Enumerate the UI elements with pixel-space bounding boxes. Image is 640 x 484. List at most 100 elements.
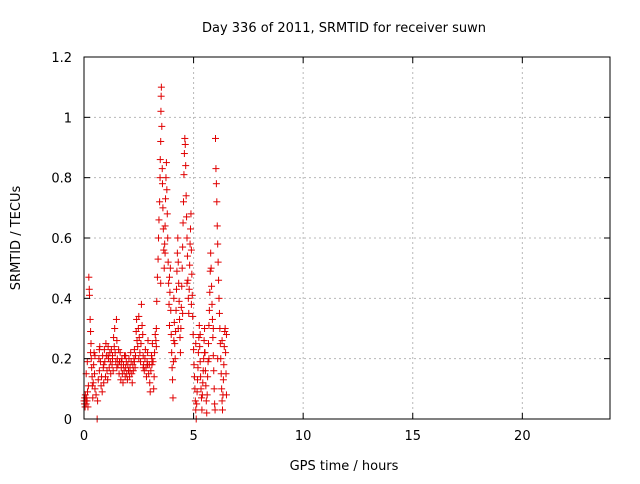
data-point bbox=[156, 156, 164, 164]
data-point bbox=[89, 394, 97, 402]
data-point bbox=[176, 315, 184, 323]
data-point bbox=[85, 273, 93, 281]
x-axis-label: GPS time / hours bbox=[290, 459, 399, 474]
data-point bbox=[161, 249, 169, 257]
data-point bbox=[176, 334, 184, 342]
data-point bbox=[166, 264, 174, 272]
data-point bbox=[169, 394, 177, 402]
y-axis-label: SRMTID / TECUs bbox=[9, 186, 24, 291]
data-point bbox=[205, 321, 213, 329]
data-point bbox=[197, 385, 205, 393]
data-point bbox=[108, 361, 116, 369]
data-point bbox=[175, 297, 183, 305]
data-point bbox=[87, 349, 95, 357]
data-point bbox=[153, 297, 161, 305]
data-point bbox=[168, 364, 176, 372]
data-point bbox=[190, 361, 198, 369]
data-point bbox=[85, 291, 93, 299]
data-point bbox=[92, 391, 100, 399]
data-point bbox=[187, 225, 195, 233]
data-point bbox=[184, 294, 192, 302]
data-point bbox=[151, 331, 159, 339]
data-point bbox=[179, 219, 187, 227]
data-point bbox=[108, 355, 116, 363]
data-point bbox=[182, 162, 190, 170]
data-point bbox=[104, 343, 112, 351]
data-point bbox=[132, 352, 140, 360]
data-point bbox=[190, 373, 198, 381]
data-point bbox=[202, 382, 210, 390]
data-point bbox=[170, 337, 178, 345]
data-point bbox=[182, 192, 190, 200]
data-point bbox=[165, 273, 173, 281]
data-point bbox=[87, 340, 95, 348]
data-point bbox=[208, 300, 216, 308]
data-point bbox=[183, 279, 191, 287]
data-point bbox=[187, 246, 195, 254]
data-point bbox=[90, 361, 98, 369]
data-point bbox=[201, 349, 209, 357]
data-point bbox=[152, 343, 160, 351]
data-point bbox=[212, 134, 219, 142]
data-point bbox=[94, 376, 102, 384]
data-point bbox=[158, 122, 166, 130]
data-point bbox=[204, 358, 212, 366]
data-point bbox=[138, 321, 146, 329]
data-point bbox=[221, 325, 229, 332]
data-point bbox=[131, 364, 139, 372]
data-point bbox=[151, 349, 159, 357]
data-point bbox=[84, 403, 92, 411]
data-point bbox=[211, 400, 219, 408]
data-point bbox=[152, 325, 160, 332]
data-point bbox=[91, 385, 99, 393]
x-tick-label: 20 bbox=[514, 429, 531, 444]
data-point bbox=[107, 346, 115, 354]
data-point bbox=[135, 312, 143, 320]
data-point bbox=[171, 340, 179, 348]
data-point bbox=[205, 355, 213, 363]
data-point bbox=[172, 306, 180, 314]
data-point bbox=[180, 150, 188, 158]
data-point bbox=[184, 276, 192, 284]
data-point bbox=[169, 358, 177, 366]
data-point bbox=[183, 234, 191, 242]
data-point bbox=[153, 273, 161, 281]
grid bbox=[84, 57, 610, 419]
data-point bbox=[189, 312, 197, 320]
data-point bbox=[94, 397, 102, 405]
data-point bbox=[155, 234, 163, 242]
data-point bbox=[212, 165, 220, 173]
data-point bbox=[191, 397, 199, 405]
data-point bbox=[201, 367, 209, 375]
data-point bbox=[154, 255, 162, 263]
data-point bbox=[207, 264, 215, 272]
data-point bbox=[203, 409, 211, 417]
data-point bbox=[159, 225, 167, 233]
data-point bbox=[144, 337, 152, 345]
data-point bbox=[214, 355, 222, 363]
data-point bbox=[128, 370, 136, 378]
data-point bbox=[186, 261, 194, 269]
data-point bbox=[197, 394, 205, 402]
data-point bbox=[89, 379, 97, 387]
y-tick-label: 1 bbox=[64, 111, 72, 126]
data-point bbox=[188, 270, 196, 278]
data-point bbox=[171, 355, 179, 363]
data-point bbox=[202, 397, 210, 405]
data-point bbox=[111, 325, 119, 332]
x-tick-label: 0 bbox=[80, 429, 88, 444]
data-point bbox=[214, 258, 222, 266]
data-point bbox=[180, 198, 188, 206]
data-point bbox=[192, 406, 200, 414]
data-point bbox=[213, 222, 221, 230]
data-point bbox=[196, 358, 204, 366]
data-point bbox=[136, 349, 144, 357]
data-point bbox=[110, 334, 118, 342]
data-point bbox=[176, 349, 184, 357]
data-point bbox=[208, 315, 216, 323]
data-point bbox=[177, 303, 185, 311]
data-point bbox=[83, 397, 91, 405]
data-point bbox=[100, 379, 108, 387]
data-point bbox=[163, 186, 171, 194]
data-point bbox=[163, 210, 171, 218]
